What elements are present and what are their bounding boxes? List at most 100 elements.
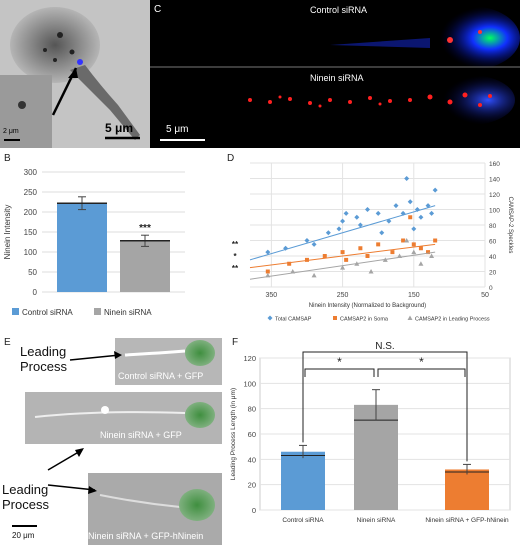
y-axis-label: Leading Process Length (in μm) (230, 388, 237, 480)
x-tick-label: Ninein siRNA (357, 517, 396, 524)
x-tick-label: 150 (408, 292, 420, 299)
sig-control-ninein-label: * (337, 355, 342, 369)
point-total-camsap (400, 210, 406, 216)
point-camsap2-soma (390, 250, 395, 255)
left-significance-mark: ** (232, 264, 239, 273)
y-tick-label: 80 (489, 223, 497, 230)
panel-e-scalebar: 20 μm (12, 531, 35, 540)
chart-b: 0 50 100 150 200 250 300 Ninein Intensity *** Con… (3, 168, 185, 317)
panel-a-micrograph: 2 μm 5 μm (0, 0, 150, 148)
panel-a-scalebar: 5 μm (105, 121, 134, 135)
panel-d-letter: D (227, 153, 235, 164)
point-camsap2-leading (411, 249, 417, 255)
point-camsap2-soma (265, 269, 270, 274)
point-total-camsap (411, 226, 417, 232)
point-camsap2-leading (265, 272, 271, 278)
point-total-camsap (386, 218, 392, 224)
chart-d: 0 20 40 60 80 100 120 140 160 350 250 150 50 Ninein I… (232, 161, 513, 323)
leading-process-callout-top: Leading Process (20, 344, 67, 374)
point-camsap2-leading (418, 261, 424, 266)
point-total-camsap (429, 210, 435, 216)
point-camsap2-soma (426, 250, 431, 255)
point-camsap2-soma (418, 246, 423, 251)
x-tick-label: Control siRNA (282, 517, 324, 524)
y-tick-label: 20 (248, 481, 256, 490)
point-total-camsap (311, 241, 317, 247)
sig-control-rescue-label: N.S. (375, 341, 394, 352)
point-total-camsap (418, 214, 424, 220)
point-camsap2-soma (376, 242, 381, 247)
point-camsap2-leading (340, 265, 346, 270)
y-tick-label: 100 (24, 248, 38, 257)
x-axis-label: Ninein Intensity (Normalized to Backgrou… (309, 303, 426, 309)
panel-c-letter: C (154, 4, 162, 15)
legend-label: CAMSAP2 in Soma (340, 317, 389, 323)
leading-process-callout-bottom: Leading Process (2, 482, 49, 512)
point-total-camsap (340, 218, 346, 224)
y-tick-label: 300 (24, 168, 38, 177)
trendline (249, 243, 436, 269)
point-camsap2-leading (354, 261, 360, 266)
panel-e-letter: E (4, 337, 11, 348)
neuron-image (0, 7, 140, 148)
panel-c-label-ninein: Ninein siRNA (310, 73, 364, 83)
y-tick-label: 140 (489, 177, 500, 184)
point-camsap2-soma (304, 257, 309, 262)
legend-label: Control siRNA (22, 308, 73, 317)
panel-c-scalebar: 5 μm (166, 124, 189, 135)
point-camsap2-soma (340, 250, 345, 255)
bar-control-sirna (57, 203, 107, 292)
legend-swatch (12, 308, 19, 315)
y-tick-label: 0 (252, 506, 256, 515)
x-tick-label: 50 (481, 292, 489, 299)
point-camsap2-soma (401, 238, 406, 243)
y-tick-label: 120 (489, 192, 500, 199)
bar-0 (281, 451, 325, 510)
point-camsap2-leading (397, 253, 403, 258)
point-total-camsap (414, 207, 420, 212)
bar-1 (354, 404, 398, 510)
y-axis-label-right: CAMSAP-2 Speckles (507, 197, 513, 254)
y-tick-label: 20 (489, 270, 497, 277)
point-camsap2-leading (382, 257, 388, 262)
legend-marker (267, 315, 273, 321)
y-tick-label: 100 (243, 379, 256, 388)
sig-ninein-rescue-bracket (377, 368, 466, 377)
y-tick-label: 120 (243, 354, 256, 363)
legend-label: Ninein siRNA (104, 308, 152, 317)
sig-control-ninein-bracket (304, 368, 375, 377)
point-total-camsap (357, 222, 363, 228)
y-tick-label: 40 (489, 254, 497, 261)
y-tick-label: 100 (489, 208, 500, 215)
point-camsap2-soma (433, 238, 438, 243)
caption-control-gfp: Control siRNA + GFP (118, 371, 204, 381)
point-total-camsap (375, 210, 381, 216)
point-total-camsap (365, 207, 370, 212)
point-total-camsap (404, 176, 410, 181)
point-total-camsap (283, 245, 289, 251)
y-tick-label: 250 (24, 188, 38, 197)
legend-marker (407, 315, 413, 320)
point-total-camsap (407, 199, 413, 205)
panel-c-label-control: Control siRNA (310, 5, 368, 15)
panel-b-letter: B (4, 153, 11, 164)
y-tick-label: 60 (489, 239, 497, 246)
panel-c-micrograph: C Control siRNA Ninein siRNA 5 μm (150, 0, 520, 148)
point-total-camsap (343, 210, 349, 216)
point-camsap2-soma (411, 242, 416, 247)
point-total-camsap (425, 203, 431, 209)
point-camsap2-soma (358, 246, 363, 251)
bar-2 (445, 469, 489, 510)
y-tick-label: 80 (248, 405, 256, 414)
x-tick-label: Ninein siRNA + GFP-hNinein (425, 517, 509, 524)
point-camsap2-leading (290, 269, 296, 274)
fluorescence-image (150, 6, 520, 141)
panel-f-letter: F (232, 337, 239, 348)
point-total-camsap (432, 187, 438, 193)
y-tick-label: 50 (28, 268, 37, 277)
left-significance-mark: * (233, 252, 237, 261)
y-axis-label: Ninein Intensity (3, 205, 12, 260)
point-total-camsap (265, 249, 271, 255)
point-camsap2-leading (368, 269, 374, 274)
point-total-camsap (379, 230, 385, 236)
